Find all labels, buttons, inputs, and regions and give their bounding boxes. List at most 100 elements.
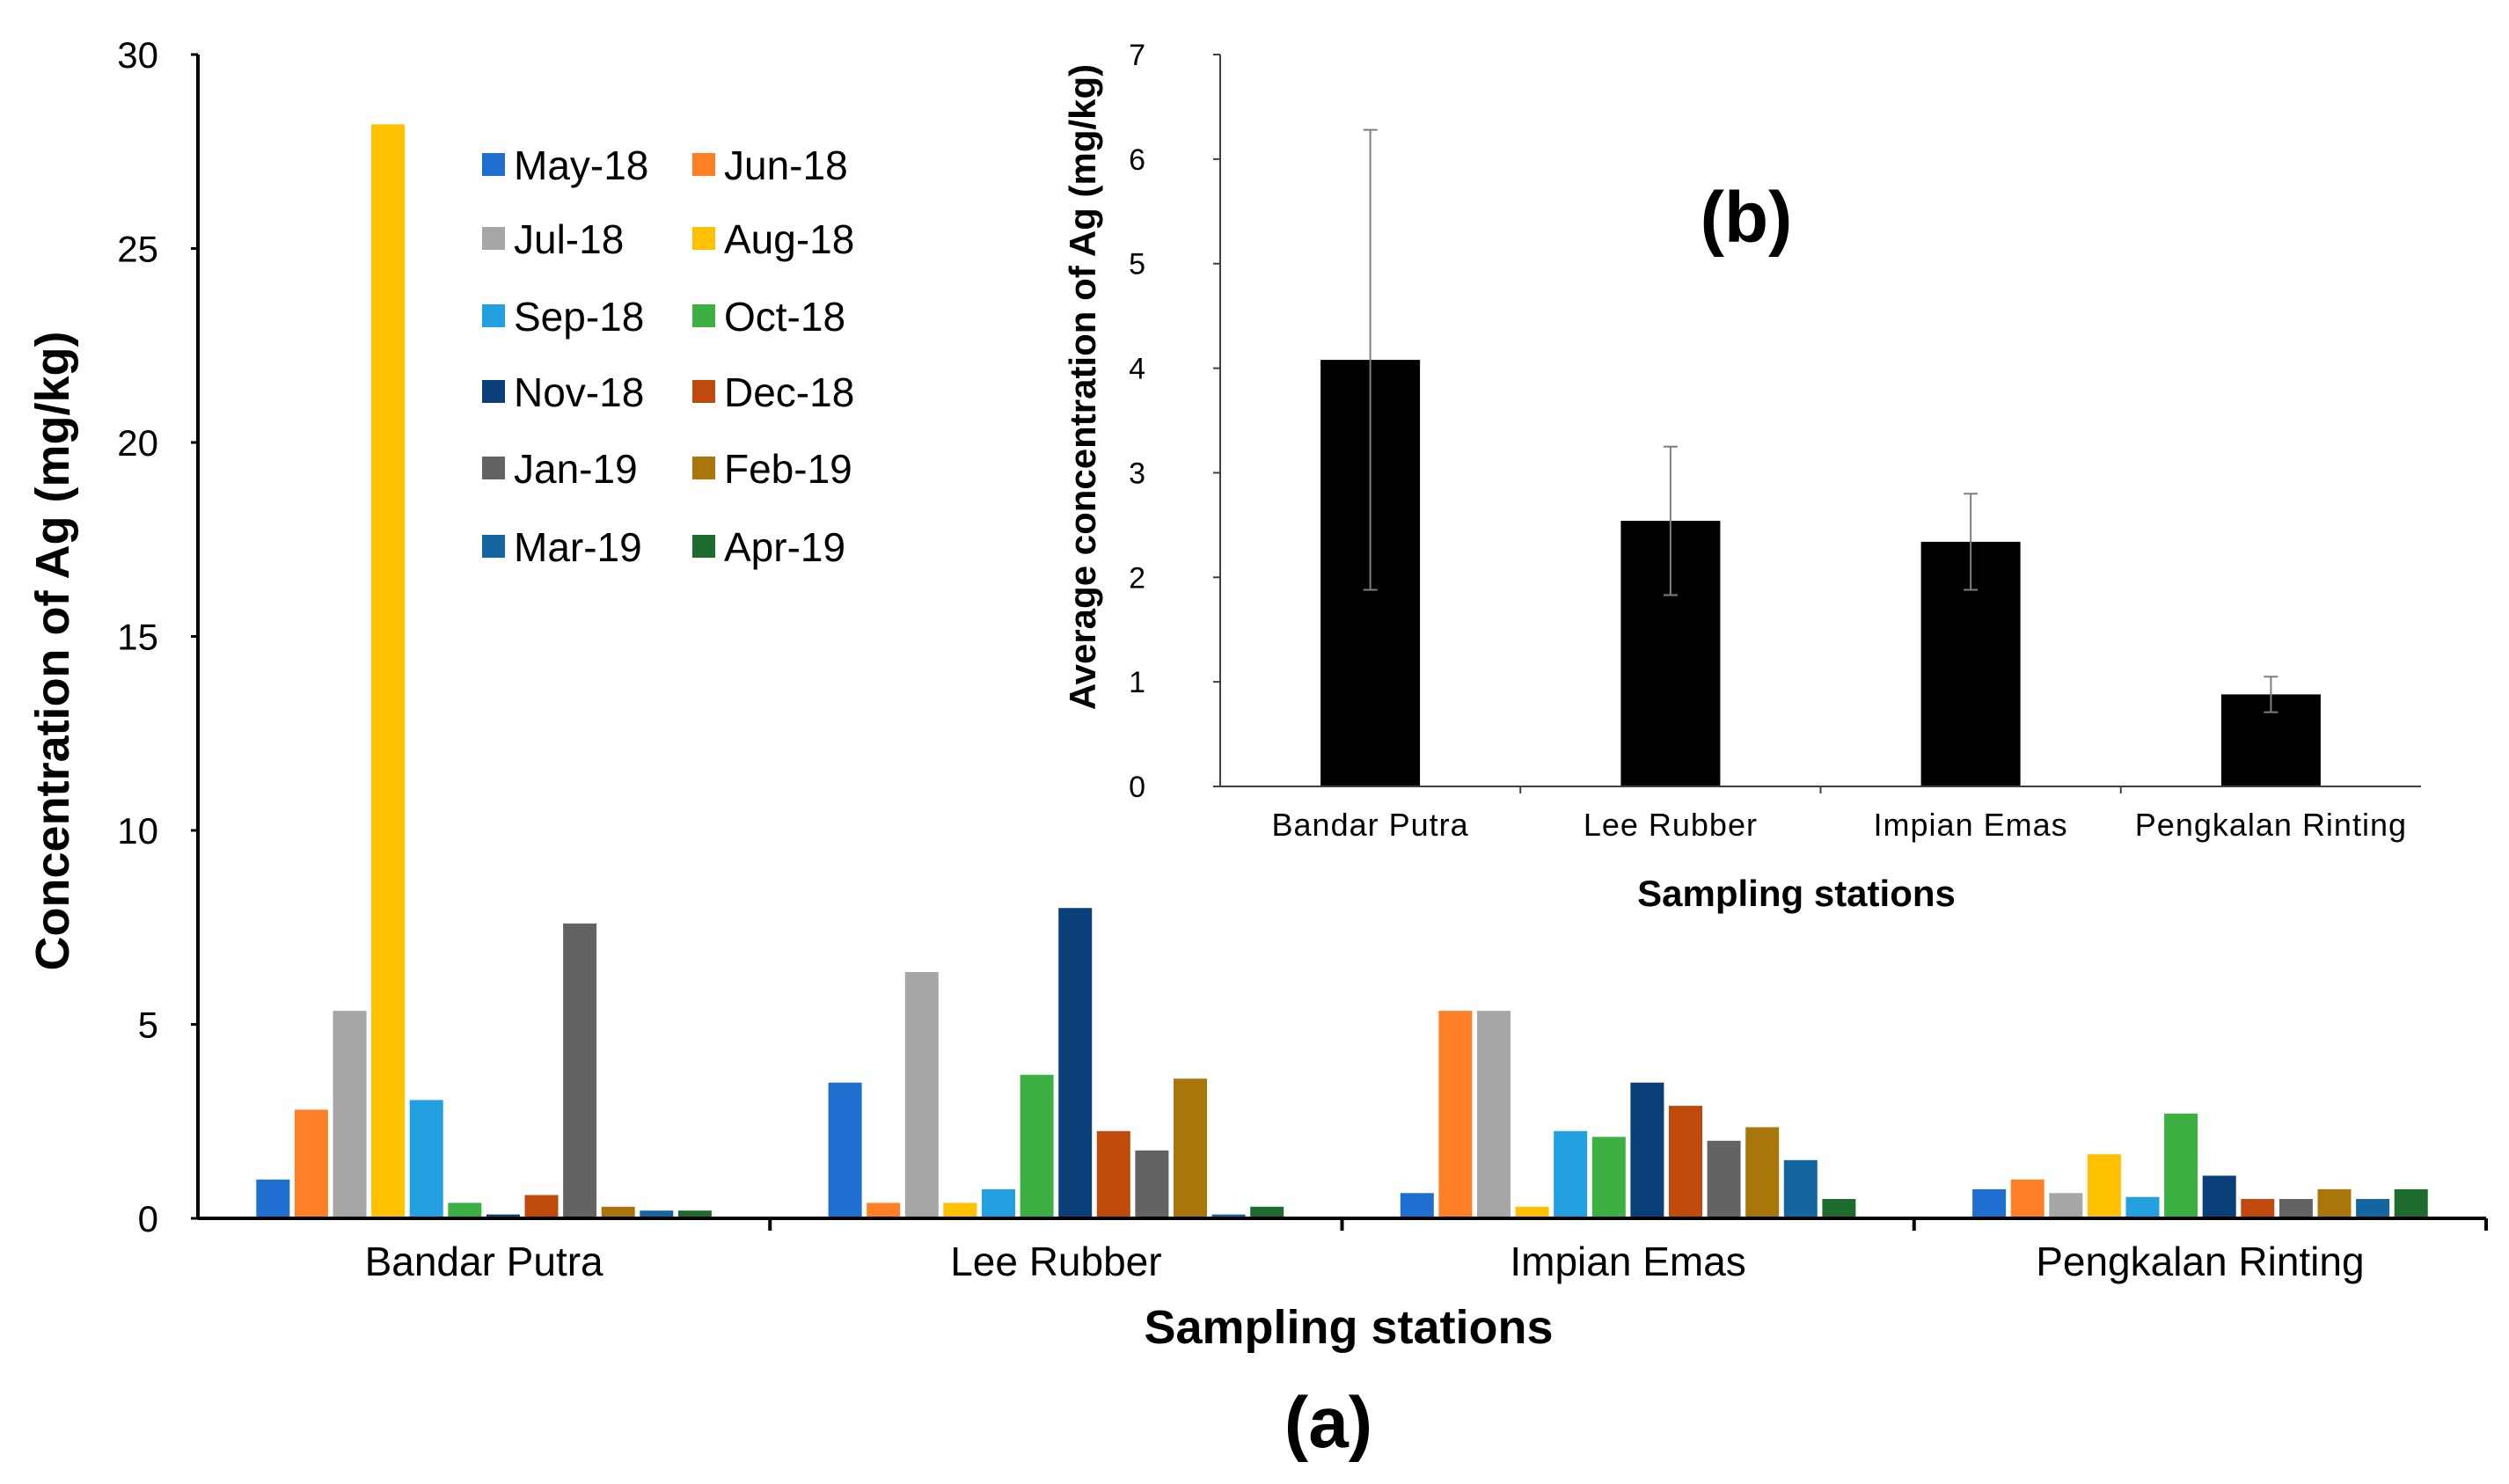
panel-a-bar-sep-18 [409, 1100, 443, 1218]
legend-label-apr-19: Apr-19 [724, 524, 845, 570]
legend-label-oct-18: Oct-18 [724, 294, 845, 340]
panel-b-error-bar [2264, 676, 2279, 713]
panel-a-bar-feb-19 [1745, 1127, 1780, 1218]
legend-swatch-apr-19 [692, 535, 715, 558]
panel-b-axes [1213, 54, 2421, 793]
panel-a-category-label: Lee Rubber [950, 1239, 1161, 1284]
panel-a-bar-feb-19 [601, 1206, 635, 1218]
panel-b-y-tick-label: 2 [1129, 561, 1145, 595]
legend-label-aug-18: Aug-18 [724, 216, 854, 262]
legend-swatch-jan-19 [482, 457, 505, 479]
panel-a-bar-apr-19 [1250, 1206, 1284, 1218]
panel-a-x-axis-title: Sampling stations [1144, 1301, 1553, 1354]
panel-a-bar-may-18 [1400, 1193, 1434, 1218]
panel-a-bar-may-18 [828, 1082, 862, 1218]
panel-b-error-bar [1663, 445, 1678, 596]
legend-swatch-sep-18 [482, 304, 505, 327]
panel-a-y-tick-label: 0 [138, 1198, 158, 1239]
panel-a-bar-sep-18 [982, 1188, 1015, 1218]
panel-b-y-axis-title: Average concentration of Ag (mg/kg) [1062, 64, 1103, 710]
panel-a-bar-oct-18 [1020, 1074, 1054, 1218]
panel-b-category-labels: Bandar Putra Lee Rubber Impian Emas Pengkal… [1272, 807, 2407, 843]
panel-a-bar-may-18 [256, 1179, 290, 1218]
panel-a-y-tick-label: 30 [117, 34, 158, 76]
panel-a-bar-mar-19 [640, 1210, 674, 1218]
panel-a-bar-jun-18 [294, 1109, 328, 1218]
panel-a-category-labels: Bandar Putra Lee Rubber Impian Emas Pengkal… [365, 1239, 2365, 1284]
panel-b-error-bar [1363, 128, 1378, 591]
panel-a-bar-nov-18 [1630, 1082, 1664, 1218]
panel-b-y-tick-label: 6 [1129, 143, 1145, 177]
legend-label-sep-18: Sep-18 [514, 294, 644, 340]
legend-swatch-may-18 [482, 153, 505, 176]
legend-label-mar-19: Mar-19 [514, 524, 642, 570]
legend-label-dec-18: Dec-18 [724, 369, 854, 415]
panel-a-category-label: Impian Emas [1510, 1239, 1745, 1284]
panel-a-bar-jan-19 [563, 923, 597, 1218]
panel-a-bar-mar-19 [1783, 1159, 1818, 1218]
panel-a-bar-nov-18 [1058, 908, 1093, 1218]
legend-swatch-dec-18 [692, 380, 715, 403]
panel-a-bar-aug-18 [943, 1203, 977, 1218]
panel-a-bar-dec-18 [1669, 1106, 1702, 1218]
panel-a-y-tick-label: 20 [117, 422, 158, 464]
panel-a-bar-jun-18 [867, 1203, 901, 1218]
panel-a-bar-jul-18 [1477, 1011, 1511, 1218]
panel-a-bar-sep-18 [1554, 1130, 1588, 1218]
panel-a-bar-oct-18 [448, 1203, 482, 1218]
legend-label-may-18: May-18 [514, 143, 648, 188]
panel-b-chart: 0 1 2 3 4 5 6 7 Bandar Putra Lee Rubber Impian Em… [1062, 39, 2421, 914]
panel-b-y-tick-label: 0 [1129, 771, 1145, 804]
legend-swatch-oct-18 [692, 304, 715, 327]
panel-a-bar-dec-18 [524, 1195, 559, 1218]
panel-a-bar-jul-18 [2049, 1193, 2083, 1218]
panel-a-bars [256, 124, 2428, 1218]
panel-a-bar-may-18 [1972, 1188, 2007, 1218]
legend-swatch-jun-18 [692, 153, 715, 176]
panel-a-y-axis-title: Concentration of Ag (mg/kg) [26, 332, 79, 971]
legend-label-jul-18: Jul-18 [514, 216, 624, 262]
panel-b-bars [1320, 360, 2321, 786]
panel-a-bar-oct-18 [2164, 1113, 2198, 1218]
panel-a-bar-apr-19 [677, 1210, 712, 1218]
panel-a-bar-aug-18 [2087, 1154, 2121, 1218]
panel-a-bar-dec-18 [1096, 1130, 1130, 1218]
panel-b-y-tick-label: 4 [1129, 353, 1145, 386]
panel-a-bar-oct-18 [1591, 1137, 1626, 1218]
panel-a-bar-feb-19 [2317, 1188, 2352, 1218]
panel-a-y-tick-label: 25 [117, 229, 158, 270]
panel-b-y-tick-label: 3 [1129, 457, 1145, 490]
legend-swatch-nov-18 [482, 380, 505, 403]
panel-a-label: (a) [1284, 1383, 1372, 1463]
panel-a-bar-nov-18 [486, 1214, 520, 1218]
panel-a-bar-jan-19 [1707, 1140, 1741, 1218]
panel-b-error-bar [1964, 493, 1979, 591]
panel-a-bar-apr-19 [2394, 1188, 2428, 1218]
panel-a-bar-mar-19 [2356, 1199, 2390, 1218]
legend-label-jun-18: Jun-18 [724, 143, 848, 188]
panel-a-bar-jan-19 [2279, 1199, 2313, 1218]
legend-swatch-feb-19 [692, 457, 715, 479]
panel-b-x-axis-title: Sampling stations [1637, 873, 1956, 914]
panel-a-bar-sep-18 [2125, 1196, 2160, 1218]
panel-b-category-label: Pengkalan Rinting [2135, 807, 2407, 843]
panel-a-y-tick-label: 5 [138, 1005, 158, 1046]
panel-a-y-tick-label: 15 [117, 617, 158, 658]
panel-b-y-tick-label: 5 [1129, 248, 1145, 281]
panel-a-bar-jun-18 [1438, 1011, 1473, 1218]
legend-label-jan-19: Jan-19 [514, 446, 638, 492]
panel-a-bar-jul-18 [333, 1011, 367, 1218]
panel-a-bar-aug-18 [1515, 1206, 1549, 1218]
panel-a-bar-feb-19 [1174, 1078, 1207, 1218]
panel-b-category-label: Lee Rubber [1584, 807, 1758, 843]
legend-swatch-jul-18 [482, 227, 505, 250]
panel-a-legend: May-18 Jun-18 Jul-18 Aug-18 Sep-18 Oct-18 Nov-… [482, 143, 854, 570]
panel-b-category-label: Impian Emas [1874, 807, 2068, 843]
panel-a-bar-dec-18 [2241, 1199, 2275, 1218]
panel-b-y-tick-label: 7 [1129, 39, 1145, 72]
legend-label-nov-18: Nov-18 [514, 369, 644, 415]
legend-swatch-aug-18 [692, 227, 715, 250]
panel-b-label: (b) [1701, 178, 1793, 258]
